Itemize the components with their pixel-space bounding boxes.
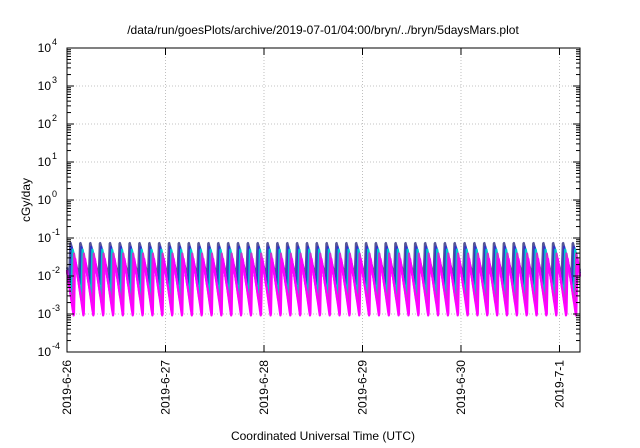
y-tick-label: 10 -2	[38, 265, 60, 283]
y-tick-base: 10	[38, 307, 52, 321]
x-tick-label: 2019-6-30	[454, 360, 468, 415]
x-tick-label: 2019-6-28	[257, 360, 271, 415]
y-tick-exponent: 3	[52, 75, 57, 85]
y-tick-base: 10	[38, 155, 52, 169]
y-tick-exponent: -3	[52, 303, 60, 313]
series-line	[65, 257, 582, 317]
y-tick-label: 10 1	[38, 151, 57, 169]
ticks	[66, 47, 580, 353]
y-tick-base: 10	[38, 41, 52, 55]
series-layer	[65, 241, 582, 317]
y-tick-label: 10 2	[38, 113, 57, 131]
y-tick-exponent: 0	[52, 189, 57, 199]
y-tick-base: 10	[38, 193, 52, 207]
y-tick-exponent: -1	[52, 227, 60, 237]
y-tick-base: 10	[38, 79, 52, 93]
x-tick-label: 2019-6-26	[60, 360, 74, 415]
x-tick-labels: 2019-6-26 2019-6-27 2019-6-28 2019-6-29 2019…	[60, 360, 566, 415]
y-tick-base: 10	[38, 231, 52, 245]
y-tick-base: 10	[38, 117, 52, 131]
y-tick-exponent: 4	[52, 37, 57, 47]
x-axis-label: Coordinated Universal Time (UTC)	[231, 429, 415, 443]
y-tick-label: 10 3	[38, 75, 57, 93]
y-tick-base: 10	[38, 345, 52, 359]
x-tick-label: 2019-7-1	[552, 360, 566, 408]
y-tick-exponent: -2	[52, 265, 60, 275]
y-tick-label: 10 -1	[38, 227, 60, 245]
y-tick-exponent: 2	[52, 113, 57, 123]
y-axis-label: cGy/day	[19, 178, 33, 222]
chart-title: /data/run/goesPlots/archive/2019-07-01/0…	[127, 23, 519, 37]
y-tick-exponent: -4	[52, 341, 60, 351]
x-tick-label: 2019-6-27	[158, 360, 172, 415]
x-tick-label: 2019-6-29	[355, 360, 369, 415]
y-tick-base: 10	[38, 269, 52, 283]
y-tick-exponent: 1	[52, 151, 57, 161]
y-tick-label: 10 -4	[38, 341, 60, 359]
y-tick-label: 10 0	[38, 189, 57, 207]
y-tick-label: 10 4	[38, 37, 57, 55]
y-tick-label: 10 -3	[38, 303, 60, 321]
